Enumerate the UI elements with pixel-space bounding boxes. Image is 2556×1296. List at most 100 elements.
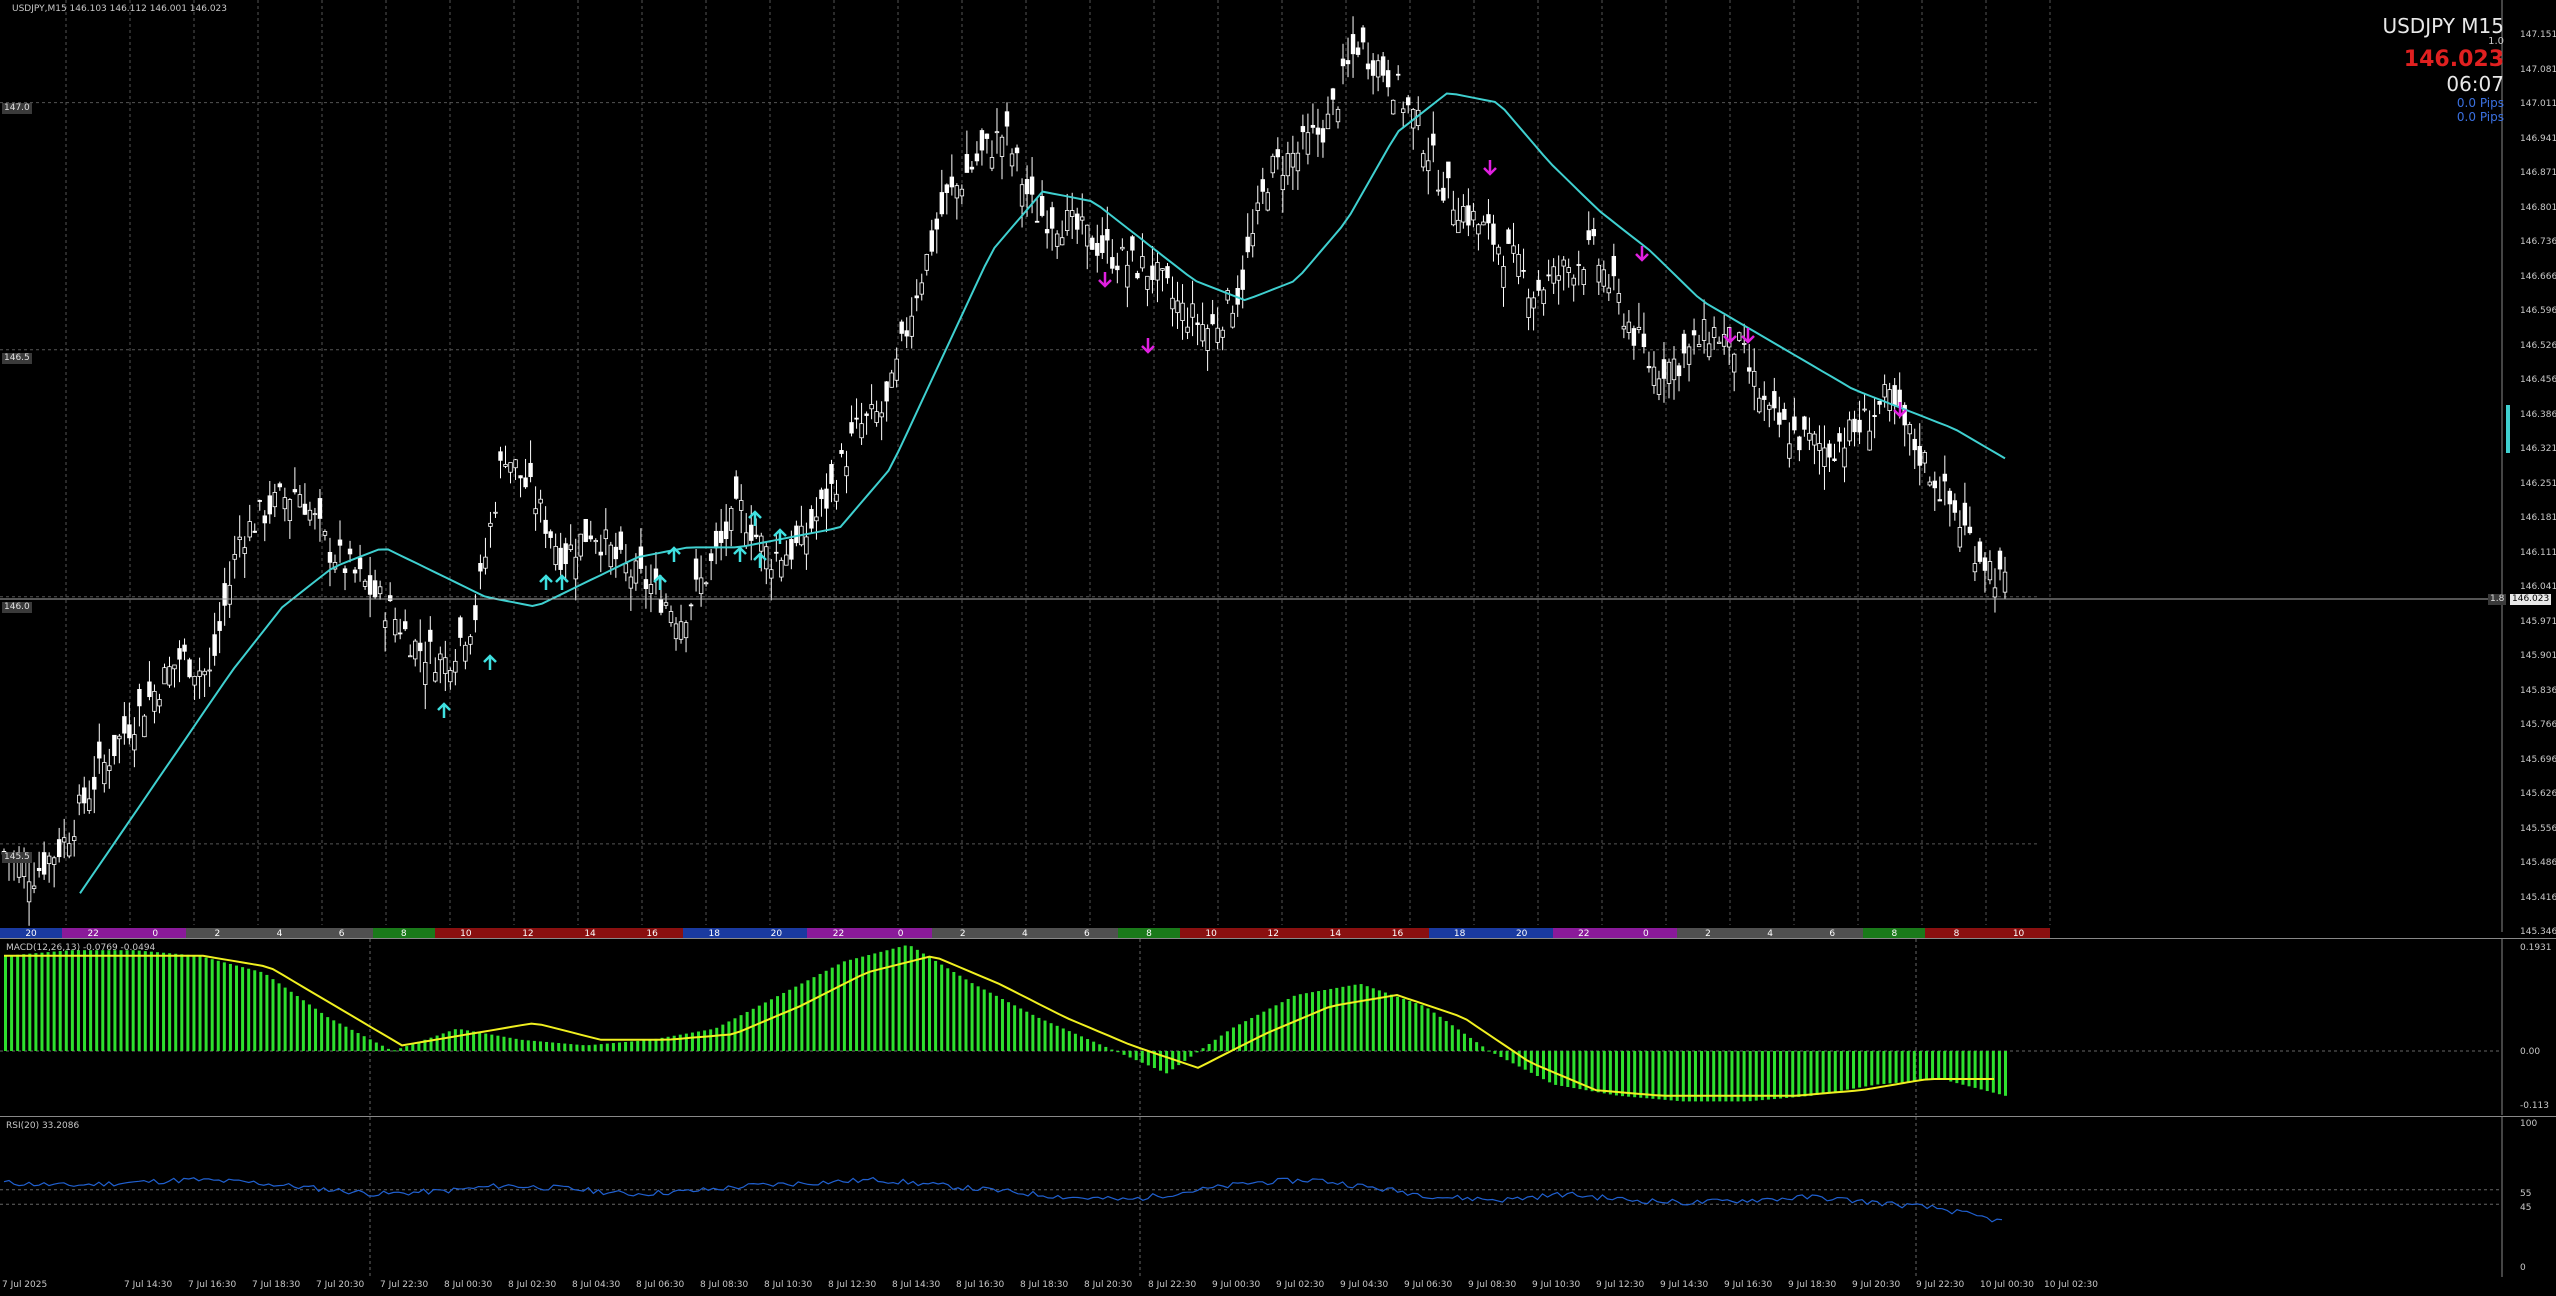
macd-bar bbox=[1700, 1051, 1703, 1101]
up-arrow-icon bbox=[556, 576, 568, 590]
macd-bar bbox=[1402, 999, 1405, 1051]
candle-body bbox=[1211, 315, 1215, 324]
candle-body bbox=[133, 735, 137, 750]
candle-body bbox=[1070, 211, 1074, 217]
price-tick: 146.736 bbox=[2520, 237, 2556, 247]
candle-body bbox=[1752, 371, 1756, 386]
candle-body bbox=[1948, 491, 1952, 504]
main-chart-pane[interactable]: USDJPY,M15 146.103 146.112 146.001 146.0… bbox=[0, 0, 2556, 932]
time-tick: 9 Jul 10:30 bbox=[1532, 1280, 1580, 1290]
macd-bar bbox=[1718, 1051, 1721, 1101]
candle-body bbox=[1045, 229, 1049, 232]
candle-body bbox=[775, 552, 779, 553]
macd-bar bbox=[1755, 1051, 1758, 1101]
macd-bar bbox=[533, 1041, 536, 1051]
macd-bar bbox=[1305, 993, 1308, 1051]
candle-body bbox=[1241, 270, 1245, 289]
macd-bar bbox=[946, 968, 949, 1051]
candle-body bbox=[825, 489, 829, 508]
candle-body bbox=[805, 537, 809, 554]
candle-body bbox=[644, 580, 648, 589]
macd-bar bbox=[1876, 1051, 1879, 1084]
candle-body bbox=[629, 577, 633, 588]
macd-bar bbox=[1463, 1034, 1466, 1051]
candle-body bbox=[1557, 276, 1561, 281]
candle-body bbox=[594, 541, 598, 542]
candle-body bbox=[704, 583, 708, 584]
macd-bar bbox=[478, 1033, 481, 1051]
candle-body bbox=[1908, 424, 1912, 433]
macd-bar bbox=[1250, 1018, 1253, 1051]
candle-body bbox=[383, 621, 387, 628]
macd-bar bbox=[302, 1000, 305, 1051]
candle-body bbox=[1953, 501, 1957, 513]
macd-bar bbox=[831, 968, 834, 1051]
macd-bar bbox=[995, 996, 998, 1051]
level-label-1465: 146.5 bbox=[2, 353, 32, 364]
macd-bar bbox=[1390, 995, 1393, 1051]
candle-body bbox=[1978, 542, 1982, 562]
candle-body bbox=[1572, 278, 1576, 285]
candle-body bbox=[1808, 433, 1812, 440]
candle-body bbox=[47, 856, 51, 864]
macd-bar bbox=[648, 1040, 651, 1051]
candle-body bbox=[398, 633, 402, 634]
candle-body bbox=[479, 563, 483, 571]
candle-body bbox=[1030, 177, 1034, 194]
candle-body bbox=[850, 423, 854, 434]
candle-body bbox=[1757, 398, 1761, 412]
candle-body bbox=[694, 559, 698, 579]
candle-body bbox=[674, 624, 678, 639]
macd-bar bbox=[1651, 1051, 1654, 1099]
macd-bar bbox=[107, 950, 110, 1051]
candle-body bbox=[1858, 420, 1862, 432]
candle-body bbox=[484, 557, 488, 568]
candle-body bbox=[1080, 217, 1084, 220]
macd-bar bbox=[588, 1045, 591, 1051]
macd-bar bbox=[320, 1013, 323, 1051]
candle-body bbox=[1677, 366, 1681, 376]
macd-bar bbox=[1019, 1009, 1022, 1051]
macd-bar bbox=[83, 950, 86, 1051]
price-tick: 146.666 bbox=[2520, 272, 2556, 282]
macd-bar bbox=[539, 1041, 542, 1051]
candle-body bbox=[1131, 237, 1135, 250]
macd-bar bbox=[4, 956, 7, 1051]
rsi-chart[interactable] bbox=[0, 1117, 2556, 1277]
macd-bar bbox=[28, 954, 31, 1051]
time-tick: 7 Jul 16:30 bbox=[188, 1280, 236, 1290]
macd-bar bbox=[1743, 1051, 1746, 1101]
macd-bar bbox=[1487, 1051, 1490, 1052]
candle-body bbox=[990, 157, 994, 168]
current-tag: 1.8 bbox=[2488, 594, 2506, 605]
macd-bar bbox=[1925, 1051, 1928, 1080]
candle-body bbox=[634, 561, 638, 583]
time-tick: 8 Jul 04:30 bbox=[572, 1280, 620, 1290]
candle-body bbox=[203, 671, 207, 674]
candle-body bbox=[1181, 303, 1185, 320]
macd-bar bbox=[1354, 985, 1357, 1051]
macd-pane[interactable]: MACD(12,26,13) -0.0769 -0.0494 0.1931 0.… bbox=[0, 938, 2556, 1115]
candle-body bbox=[880, 413, 884, 417]
candle-body bbox=[1833, 459, 1837, 461]
candle-body bbox=[494, 512, 498, 513]
macd-bar bbox=[1724, 1051, 1727, 1101]
candle-body bbox=[739, 501, 743, 511]
macd-bar bbox=[1949, 1051, 1952, 1082]
time-tick: 8 Jul 02:30 bbox=[508, 1280, 556, 1290]
macd-bar bbox=[679, 1035, 682, 1051]
candle-body bbox=[1437, 190, 1441, 191]
candle-body bbox=[840, 450, 844, 453]
candle-body bbox=[1522, 270, 1526, 271]
macd-chart[interactable] bbox=[0, 939, 2556, 1115]
candle-body bbox=[253, 531, 257, 532]
candle-body bbox=[1868, 431, 1872, 450]
candle-body bbox=[1020, 185, 1024, 206]
macd-bar bbox=[630, 1041, 633, 1051]
macd-bar bbox=[205, 958, 208, 1051]
macd-bar bbox=[1615, 1051, 1618, 1095]
rsi-pane[interactable]: RSI(20) 33.2086 100 55 45 0 bbox=[0, 1116, 2556, 1277]
candle-body bbox=[599, 552, 603, 555]
price-chart[interactable] bbox=[0, 0, 2556, 932]
macd-bar bbox=[1244, 1021, 1247, 1051]
